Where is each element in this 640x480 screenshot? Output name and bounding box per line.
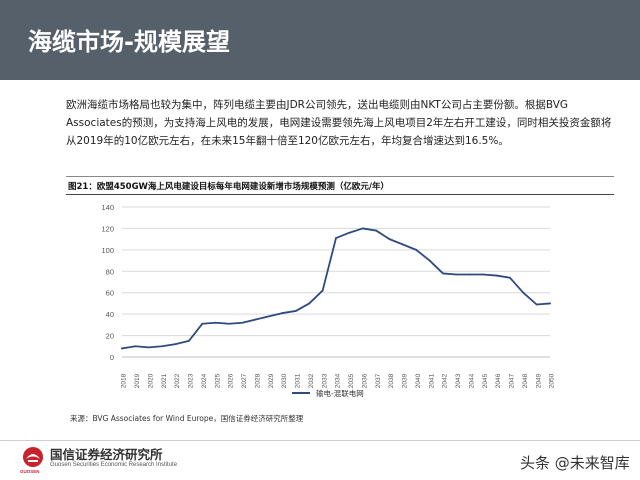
x-tick-label: 2020 (147, 373, 154, 388)
data-point (201, 322, 204, 325)
x-tick-label: 2041 (428, 373, 435, 388)
data-point (455, 273, 458, 276)
footer-rule (0, 440, 640, 441)
x-tick-label: 2038 (388, 373, 395, 388)
x-tick-label: 2028 (254, 373, 261, 388)
x-tick-label: 2034 (335, 373, 342, 388)
x-tick-label: 2024 (201, 373, 208, 388)
x-tick-label: 2045 (482, 373, 489, 388)
data-point (187, 340, 190, 342)
data-point (482, 273, 485, 276)
data-point (495, 274, 498, 277)
data-point (508, 276, 511, 279)
x-tick-label: 2031 (295, 373, 302, 388)
x-tick-label: 2023 (188, 373, 195, 388)
y-tick-label: 40 (106, 310, 114, 319)
data-point (549, 302, 551, 305)
data-point (375, 229, 378, 232)
data-point (161, 345, 164, 348)
x-tick-label: 2025 (214, 373, 221, 388)
data-point (361, 227, 364, 230)
data-point (415, 248, 418, 251)
figure: 图21：欧盟450GW海上风电建设目标每年电网建设新增市场规模预测（亿欧元/年）… (66, 176, 614, 398)
x-tick-label: 2035 (348, 373, 355, 388)
data-point (214, 321, 217, 324)
data-point (228, 322, 230, 325)
x-tick-label: 2036 (361, 373, 368, 388)
x-tick-label: 2042 (442, 373, 449, 388)
intro-paragraph: 欧洲海缆市场格局也较为集中，阵列电缆主要由JDR公司领先，送出电缆则由NKT公司… (66, 99, 612, 147)
x-tick-label: 2032 (308, 373, 315, 388)
data-point (401, 243, 404, 246)
data-point (268, 315, 271, 318)
y-tick-label: 80 (106, 267, 114, 276)
data-point (241, 321, 244, 324)
guosen-logo-icon (23, 447, 43, 467)
data-point (281, 312, 284, 314)
watermark: 头条 @未来智库 (520, 454, 630, 472)
x-tick-label: 2040 (415, 373, 422, 388)
data-point (442, 272, 444, 275)
x-tick-label: 2046 (495, 373, 502, 388)
y-tick-label: 120 (101, 224, 114, 233)
figure-caption: 图21：欧盟450GW海上风电建设目标每年电网建设新增市场规模预测（亿欧元/年） (68, 182, 390, 192)
x-tick-label: 2019 (134, 373, 141, 388)
x-tick-label: 2026 (228, 373, 235, 388)
data-point (254, 318, 257, 321)
data-point (321, 289, 324, 292)
x-tick-label: 2044 (468, 373, 475, 388)
y-tick-label: 20 (106, 332, 114, 341)
logo-abbreviation: GUOSEN (20, 469, 40, 474)
x-tick-label: 2033 (321, 373, 328, 388)
data-point (522, 291, 525, 294)
x-tick-label: 2047 (509, 373, 516, 388)
data-point (335, 237, 337, 239)
data-point (294, 310, 297, 312)
data-point (468, 273, 471, 276)
x-tick-label: 2043 (455, 373, 462, 388)
institution-name-en: Guosen Securities Economic Research Inst… (50, 462, 178, 468)
data-point (348, 231, 351, 234)
page-title: 海缆市场-规模展望 (28, 28, 230, 56)
y-tick-label: 100 (101, 246, 114, 255)
y-tick-label: 60 (106, 289, 114, 298)
x-tick-label: 2049 (535, 373, 542, 388)
x-tick-label: 2027 (241, 373, 248, 388)
y-tick-label: 140 (101, 203, 114, 212)
x-tick-label: 2037 (375, 373, 382, 388)
x-tick-label: 2018 (121, 373, 128, 388)
legend-label: 输电-混联电网 (316, 388, 364, 398)
data-point (121, 347, 123, 350)
source-note: 来源：BVG Associates for Wind Europe，国信证券经济… (70, 414, 304, 423)
x-tick-label: 2029 (268, 373, 275, 388)
data-point (308, 302, 311, 305)
x-tick-label: 2030 (281, 373, 288, 388)
data-point (388, 238, 391, 241)
institution-name: 国信证券经济研究所 (50, 447, 163, 462)
data-point (147, 346, 150, 349)
figure-top-rule (66, 176, 614, 177)
x-tick-label: 2039 (402, 373, 409, 388)
y-tick-label: 0 (110, 353, 114, 362)
x-tick-label: 2048 (522, 373, 529, 388)
data-point (535, 303, 538, 306)
data-point (134, 345, 137, 348)
x-tick-label: 2021 (161, 373, 168, 388)
series-line (121, 227, 551, 350)
data-point (428, 259, 431, 262)
x-tick-label: 2022 (174, 373, 181, 388)
data-point (174, 343, 177, 346)
figure-caption-rule (66, 194, 614, 195)
title-banner: 海缆市场-规模展望 (0, 0, 640, 80)
x-tick-label: 2050 (549, 373, 556, 388)
